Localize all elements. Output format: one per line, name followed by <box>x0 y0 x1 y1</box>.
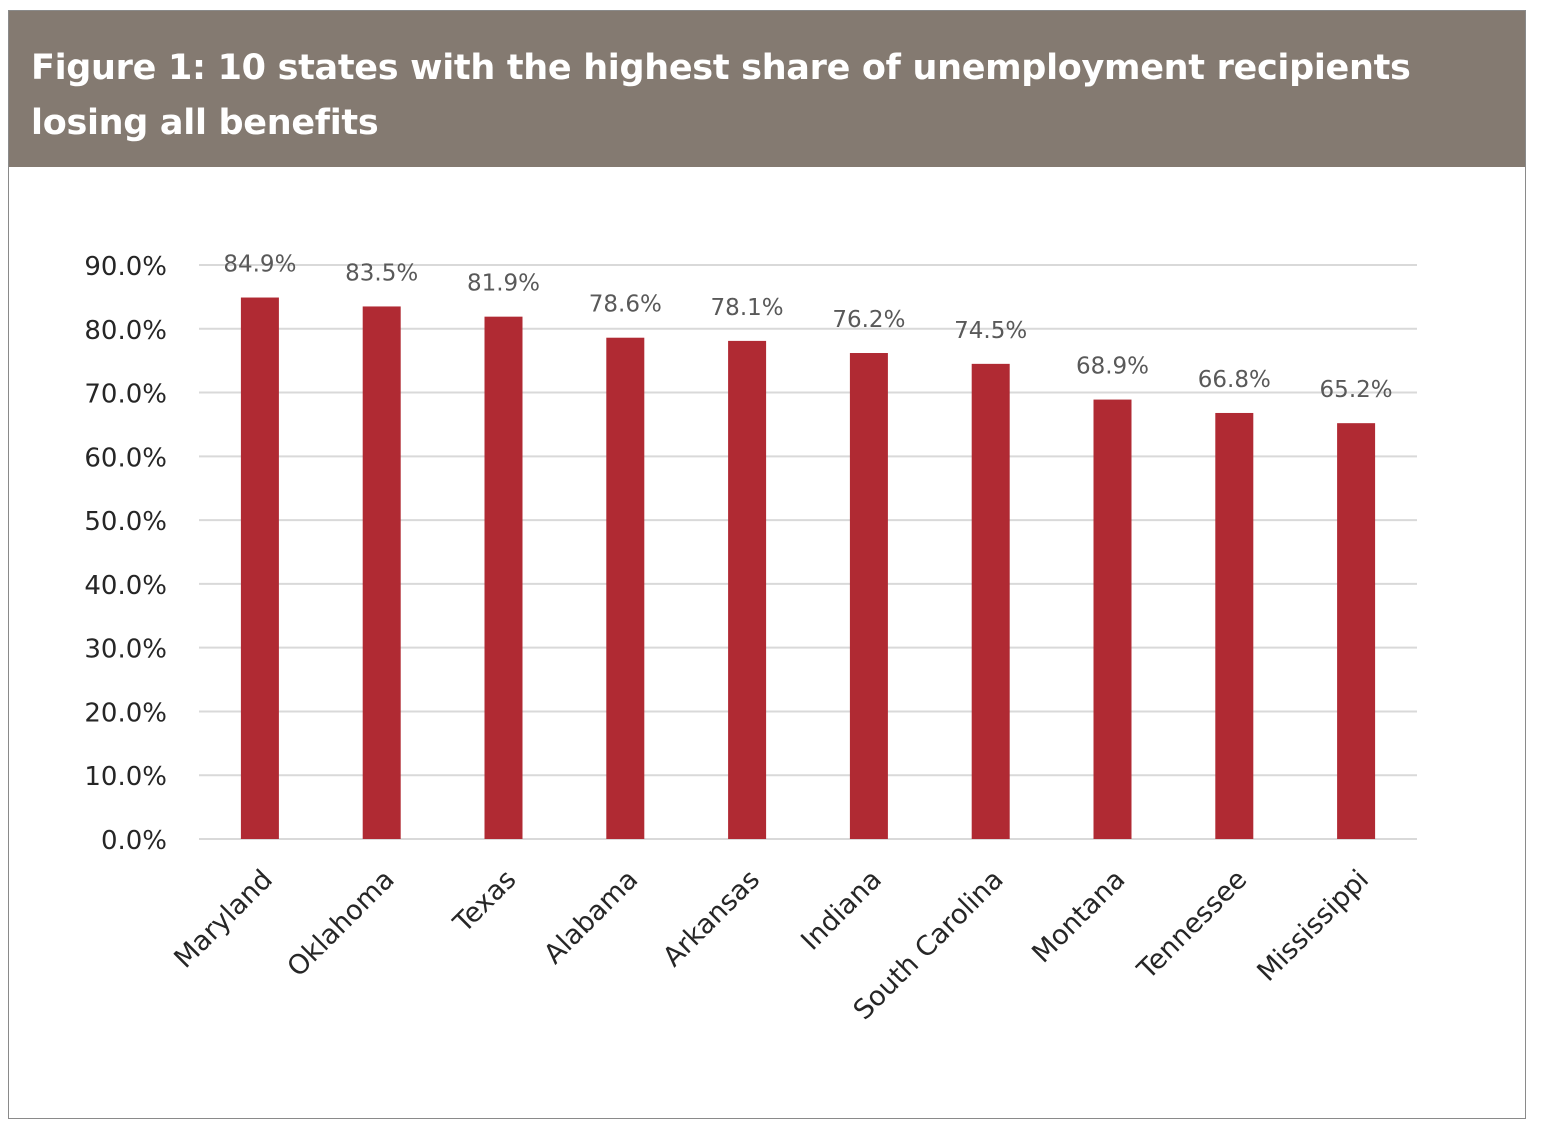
x-axis-ticks: Maryland Oklahoma Texas Alabama Arkansas Indi… <box>168 864 1375 1026</box>
y-tick-label: 40.0% <box>84 571 167 601</box>
data-label: 68.9% <box>1076 354 1149 380</box>
x-tick-label: Texas <box>447 864 522 939</box>
x-tick-label: Montana <box>1026 864 1131 969</box>
figure-frame: Figure 1: 10 states with the highest sha… <box>8 10 1526 1119</box>
data-label: 83.5% <box>345 260 418 286</box>
bar-chart: 0.0% 10.0% 20.0% 30.0% 40.0% 50.0% 60.0% 70.0% 8… <box>84 252 1417 1026</box>
y-tick-label: 20.0% <box>84 698 167 728</box>
data-label: 78.6% <box>589 292 662 318</box>
y-tick-label: 70.0% <box>84 380 167 410</box>
figure-title: Figure 1: 10 states with the highest sha… <box>31 48 1411 143</box>
x-tick-label: Indiana <box>795 864 888 957</box>
bar <box>971 363 1010 839</box>
data-label: 66.8% <box>1198 367 1271 393</box>
x-tick-label: Mississippi <box>1251 864 1375 988</box>
x-tick-label: Alabama <box>538 864 644 970</box>
y-tick-label: 80.0% <box>84 316 167 346</box>
y-tick-label: 90.0% <box>84 252 167 282</box>
bar <box>1093 399 1132 839</box>
y-tick-label: 0.0% <box>101 826 167 856</box>
y-tick-label: 50.0% <box>84 507 167 537</box>
bar <box>362 306 401 839</box>
bar <box>1337 423 1376 839</box>
figure-header: Figure 1: 10 states with the highest sha… <box>9 11 1525 167</box>
bar <box>240 297 279 839</box>
x-tick-label: Arkansas <box>657 864 766 973</box>
x-tick-label: Oklahoma <box>282 864 401 983</box>
y-tick-label: 10.0% <box>84 762 167 792</box>
data-label: 81.9% <box>467 271 540 297</box>
data-label: 84.9% <box>223 252 296 278</box>
bars <box>240 297 1376 839</box>
gridlines <box>199 264 1417 840</box>
bar <box>728 340 767 839</box>
bar <box>606 337 645 839</box>
data-label: 74.5% <box>954 318 1027 344</box>
data-labels: 84.9% 83.5% 81.9% 78.6% 78.1% 76.2% 74.5% 68.9%… <box>223 252 1392 404</box>
y-axis-ticks: 0.0% 10.0% 20.0% 30.0% 40.0% 50.0% 60.0% 70.0% 8… <box>84 252 167 856</box>
x-tick-label: Tennessee <box>1131 864 1253 986</box>
bar <box>1215 412 1254 839</box>
x-tick-label: Maryland <box>168 864 278 974</box>
data-label: 76.2% <box>832 307 905 333</box>
y-tick-label: 30.0% <box>84 635 167 665</box>
bar <box>484 316 523 839</box>
bar <box>849 353 888 839</box>
data-label: 78.1% <box>711 295 784 321</box>
data-label: 65.2% <box>1320 377 1393 403</box>
chart-area: 0.0% 10.0% 20.0% 30.0% 40.0% 50.0% 60.0% 70.0% 8… <box>9 167 1525 1118</box>
y-tick-label: 60.0% <box>84 443 167 473</box>
